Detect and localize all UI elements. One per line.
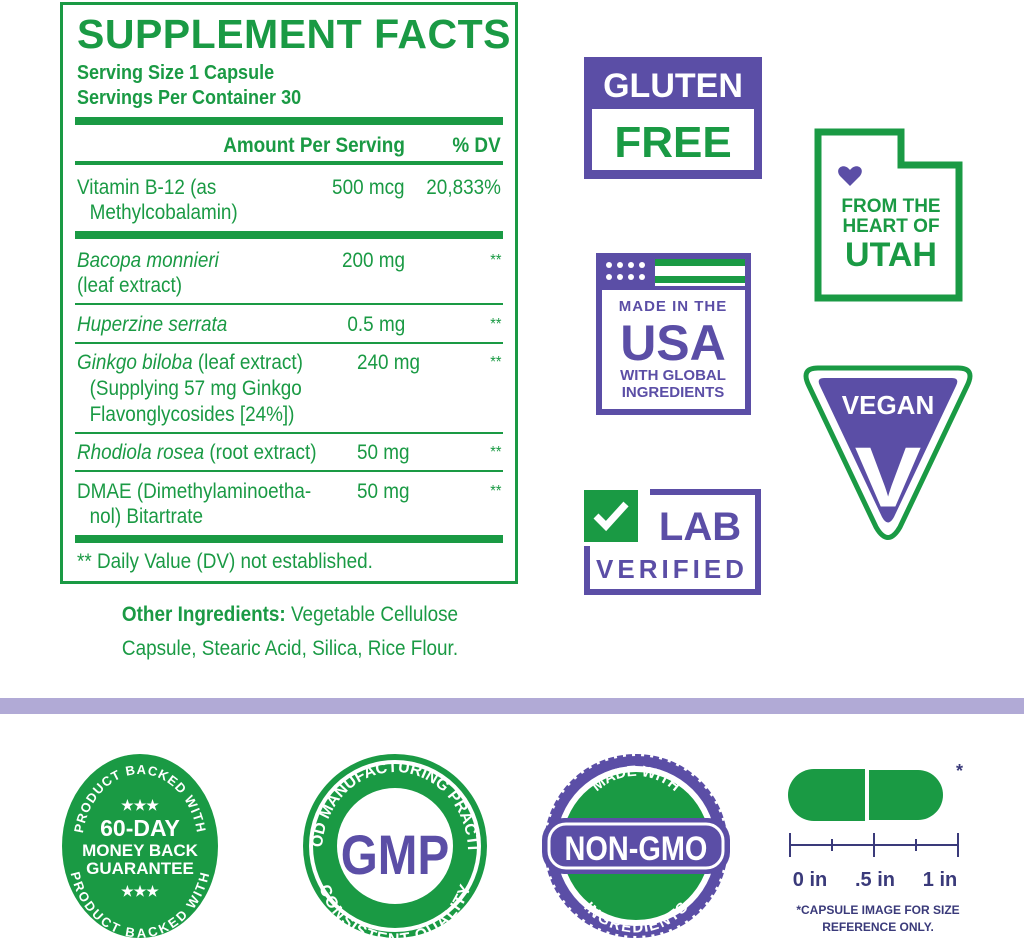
supplement-facts-panel: SUPPLEMENT FACTS Serving Size 1 Capsule … — [60, 2, 518, 584]
header-amount: Amount Per Serving — [223, 134, 405, 157]
svg-text:USA: USA — [620, 315, 726, 371]
utah-badge: FROM THE HEART OF UTAH — [814, 128, 963, 302]
svg-text:FREE: FREE — [614, 118, 731, 167]
header-dv: % DV — [452, 134, 501, 157]
svg-text:V: V — [855, 430, 922, 525]
svg-text:*CAPSULE IMAGE FOR SIZE: *CAPSULE IMAGE FOR SIZE — [796, 903, 959, 917]
svg-text:HEART OF: HEART OF — [842, 216, 939, 237]
svg-text:VERIFIED: VERIFIED — [596, 554, 748, 584]
svg-text:GMP: GMP — [341, 824, 449, 886]
svg-text:GUARANTEE: GUARANTEE — [86, 859, 194, 878]
facts-title: SUPPLEMENT FACTS — [77, 11, 511, 57]
made-in-usa-badge: MADE IN THE USA WITH GLOBAL INGREDIENTS — [596, 253, 751, 415]
divider — [75, 342, 503, 344]
divider — [75, 161, 503, 165]
svg-text:REFERENCE ONLY.: REFERENCE ONLY. — [822, 920, 934, 934]
capsule-size-reference: * 0 in .5 in 1 in *CAPSULE IMAGE FOR SIZ… — [788, 761, 963, 934]
heart-icon — [838, 166, 862, 186]
svg-text:FROM THE: FROM THE — [841, 196, 940, 217]
flag-icon — [606, 262, 645, 280]
other-ingredients: Other Ingredients: Vegetable Cellulose Ca… — [121, 603, 459, 660]
svg-text:UTAH: UTAH — [845, 236, 937, 274]
divider — [75, 117, 503, 125]
serving-size: Serving Size 1 Capsule — [77, 62, 275, 84]
money-back-badge: PRODUCT BACKED WITH PRODUCT BACKED WITH … — [62, 754, 218, 940]
svg-text:1 in: 1 in — [923, 869, 957, 891]
gluten-free-badge: GLUTEN FREE — [584, 57, 762, 179]
svg-text:MONEY BACK: MONEY BACK — [82, 841, 199, 860]
lab-verified-badge: LAB VERIFIED — [584, 489, 761, 595]
vegan-badge: VEGAN V — [803, 365, 973, 540]
svg-text:*: * — [956, 761, 963, 781]
svg-text:0 in: 0 in — [793, 869, 827, 891]
gmp-badge: GOOD MANUFACTURING PRACTICE CONSISTENT Q… — [300, 752, 487, 940]
checkmark-icon — [593, 501, 629, 532]
svg-text:NON-GMO: NON-GMO — [565, 829, 708, 868]
svg-text:★★★: ★★★ — [121, 797, 159, 813]
svg-text:WITH GLOBAL: WITH GLOBAL — [620, 367, 726, 384]
capsule-icon — [788, 769, 865, 821]
svg-text:60-DAY: 60-DAY — [100, 815, 180, 841]
svg-text:VEGAN: VEGAN — [842, 390, 934, 420]
divider — [75, 470, 503, 472]
svg-text:★★★: ★★★ — [121, 883, 159, 899]
svg-text:MADE IN THE: MADE IN THE — [619, 298, 728, 315]
svg-text:GLUTEN: GLUTEN — [603, 67, 743, 105]
divider — [75, 303, 503, 305]
ruler — [789, 833, 959, 857]
non-gmo-badge: MADE WITH INGREDIENTS NON-GMO — [542, 754, 730, 938]
divider — [75, 432, 503, 434]
svg-text:LAB: LAB — [659, 505, 741, 549]
servings-per-container: Servings Per Container 30 — [77, 87, 302, 109]
divider-band — [0, 698, 1024, 714]
divider — [75, 231, 503, 239]
svg-text:.5 in: .5 in — [855, 869, 895, 891]
svg-text:INGREDIENTS: INGREDIENTS — [622, 384, 725, 401]
divider — [75, 535, 503, 543]
